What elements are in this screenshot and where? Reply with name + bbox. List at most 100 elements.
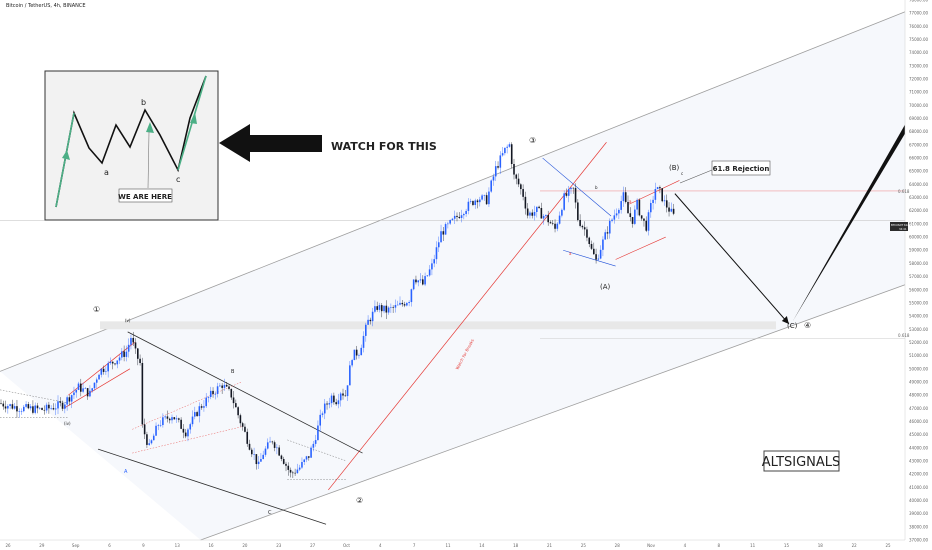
candle-body [127, 344, 130, 352]
candle-body [27, 404, 30, 409]
candle-body [75, 389, 78, 393]
candle-body [668, 207, 670, 212]
projection-down-arrowhead [781, 316, 789, 324]
candle-body [444, 224, 447, 235]
price-tick-label: 53000.00 [909, 327, 929, 332]
price-tick-label: 68000.00 [909, 129, 929, 134]
candle-body [11, 404, 14, 409]
candle-body [118, 357, 121, 361]
candle-body [613, 215, 616, 220]
price-tick-label: 50000.00 [909, 366, 929, 371]
candle-body [54, 408, 57, 410]
last-price-tag: BTCUSDT 61274.99 34:41 [890, 222, 917, 231]
wedge-lower [97, 448, 327, 525]
price-tick-label: 38000.00 [909, 524, 929, 529]
candle-body [225, 384, 228, 387]
time-tick-label: 25 [581, 543, 587, 548]
candle-body [371, 311, 374, 322]
candle-body [335, 402, 337, 405]
candle-body [593, 248, 595, 255]
candle-body [510, 144, 513, 165]
price-tick-label: 41000.00 [909, 485, 929, 490]
candle-body [162, 417, 164, 426]
candle-body [175, 418, 178, 420]
price-tick-label: 49000.00 [909, 379, 929, 384]
candle-body [287, 465, 290, 470]
candle-body [289, 469, 292, 473]
dotted-red-upper [132, 381, 242, 430]
candle-body [440, 231, 442, 243]
candle-body [285, 463, 287, 466]
price-tick-label: 66000.00 [909, 156, 929, 161]
candle-body [463, 213, 465, 216]
price-tick-label: 56000.00 [909, 287, 929, 292]
candle-body [64, 404, 66, 409]
candle-body [469, 201, 472, 202]
candle-body [264, 448, 267, 455]
price-tick-label: 60000.00 [909, 235, 929, 240]
time-tick-label: 11 [445, 543, 451, 548]
candle-body [624, 192, 627, 202]
candle-body [645, 220, 648, 231]
candle-body [369, 319, 372, 322]
candle-body [239, 415, 242, 424]
candle-body [574, 188, 577, 203]
time-tick-label: 20 [242, 543, 248, 548]
candlestick-series [0, 142, 675, 478]
candle-body [214, 393, 217, 395]
candle-body [294, 472, 296, 474]
candle-body [198, 406, 201, 417]
candle-body [490, 180, 492, 192]
candle-body [563, 193, 565, 210]
candle-body [16, 406, 18, 412]
candle-body [426, 275, 429, 277]
candle-body [376, 306, 378, 310]
candle-body [431, 263, 433, 270]
candle-body [449, 220, 451, 224]
price-tick-label: 78000.00 [909, 0, 929, 3]
candle-body [629, 213, 632, 218]
time-tick-label: Sep [72, 543, 80, 548]
candle-body [116, 360, 119, 365]
candle-body [209, 390, 212, 397]
candle-body [257, 461, 260, 465]
candle-body [479, 199, 481, 203]
candle-body [494, 166, 497, 177]
candle-body [547, 214, 549, 223]
candle-body [166, 416, 169, 419]
candle-body [187, 429, 189, 437]
candle-body [61, 402, 64, 409]
candle-body [9, 404, 11, 406]
candle-body [184, 432, 187, 437]
price-axis-bg [905, 0, 932, 550]
candle-body [326, 403, 328, 405]
channel-upper-line [0, 0, 932, 372]
price-tick-label: 67000.00 [909, 142, 929, 147]
rising-channel-red-lower [63, 368, 131, 409]
candle-body [23, 406, 25, 412]
candle-body [228, 386, 230, 389]
candle-body [95, 379, 98, 383]
flag-red-lower [615, 236, 666, 260]
candle-body [362, 335, 365, 348]
candle-body [59, 401, 62, 403]
candle-body [551, 223, 554, 224]
candle-body [604, 232, 606, 240]
candle-body [672, 208, 675, 214]
candle-body [424, 276, 426, 285]
candle-body [292, 472, 294, 474]
fib-top-label: 0.618 [898, 189, 910, 194]
price-tick-label: 72000.00 [909, 77, 929, 82]
candle-body [650, 203, 652, 213]
candle-body [588, 237, 591, 244]
candle-body [84, 388, 87, 389]
candle-body [298, 467, 301, 470]
candle-body [111, 361, 114, 364]
wave-labels: ① ② ③ ④ (A) (B) (C) (v) (iv) A B C a b c… [64, 136, 811, 516]
flag-blue-upper [542, 157, 612, 217]
time-tick-label: 27 [310, 543, 316, 548]
candle-body [194, 412, 196, 417]
